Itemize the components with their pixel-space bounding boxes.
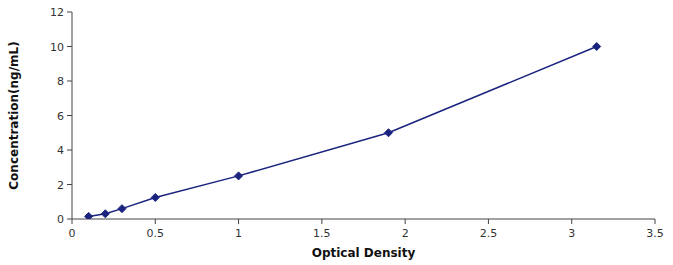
y-tick-label: 8 xyxy=(57,75,64,88)
x-axis-label: Optical Density xyxy=(312,246,416,260)
data-point xyxy=(101,210,109,218)
page: {"chart_data": {"type": "line", "x": [0.… xyxy=(0,0,673,265)
chart-svg: 0 0.5 1 1.5 2 2.5 3 3.5 0 2 4 6 8 10 12 Optical Density… xyxy=(0,0,673,265)
y-tick-label: 10 xyxy=(50,41,64,54)
y-axis-label: Concentration(ng/mL) xyxy=(7,41,21,189)
x-tick xyxy=(571,219,572,224)
x-tick xyxy=(655,219,656,224)
y-tick xyxy=(67,219,72,220)
x-tick-label: 1.5 xyxy=(313,227,331,240)
y-tick-label: 12 xyxy=(50,6,64,19)
chart-container: 0 0.5 1 1.5 2 2.5 3 3.5 0 2 4 6 8 10 12 Optical Density… xyxy=(0,0,673,265)
x-tick xyxy=(405,219,406,224)
x-tick-label: 2.5 xyxy=(480,227,498,240)
x-axis-line xyxy=(72,219,655,220)
x-tick-label: 0.5 xyxy=(147,227,165,240)
x-tick-label: 3 xyxy=(568,227,575,240)
x-tick-label: 1 xyxy=(235,227,242,240)
y-tick-label: 2 xyxy=(57,179,64,192)
x-tick xyxy=(155,219,156,224)
x-tick-label: 0 xyxy=(69,227,76,240)
y-tick-label: 0 xyxy=(57,213,64,226)
data-line xyxy=(89,47,597,217)
data-point xyxy=(384,129,392,137)
y-tick-label: 6 xyxy=(57,110,64,123)
data-point xyxy=(235,172,243,180)
x-tick-label: 2 xyxy=(402,227,409,240)
x-tick xyxy=(321,219,322,224)
axes: 0 0.5 1 1.5 2 2.5 3 3.5 0 2 4 6 8 10 12 xyxy=(50,6,664,240)
data-point xyxy=(593,43,601,51)
y-tick xyxy=(67,115,72,116)
x-tick xyxy=(238,219,239,224)
x-tick xyxy=(72,219,73,224)
data-point xyxy=(118,205,126,213)
plot-area xyxy=(85,43,601,220)
x-tick xyxy=(488,219,489,224)
y-tick xyxy=(67,81,72,82)
data-point xyxy=(151,193,159,201)
y-tick xyxy=(67,12,72,13)
data-point xyxy=(85,212,93,219)
y-tick xyxy=(67,46,72,47)
y-tick-label: 4 xyxy=(57,144,64,157)
y-tick xyxy=(67,150,72,151)
y-tick xyxy=(67,184,72,185)
x-tick-label: 3.5 xyxy=(646,227,664,240)
